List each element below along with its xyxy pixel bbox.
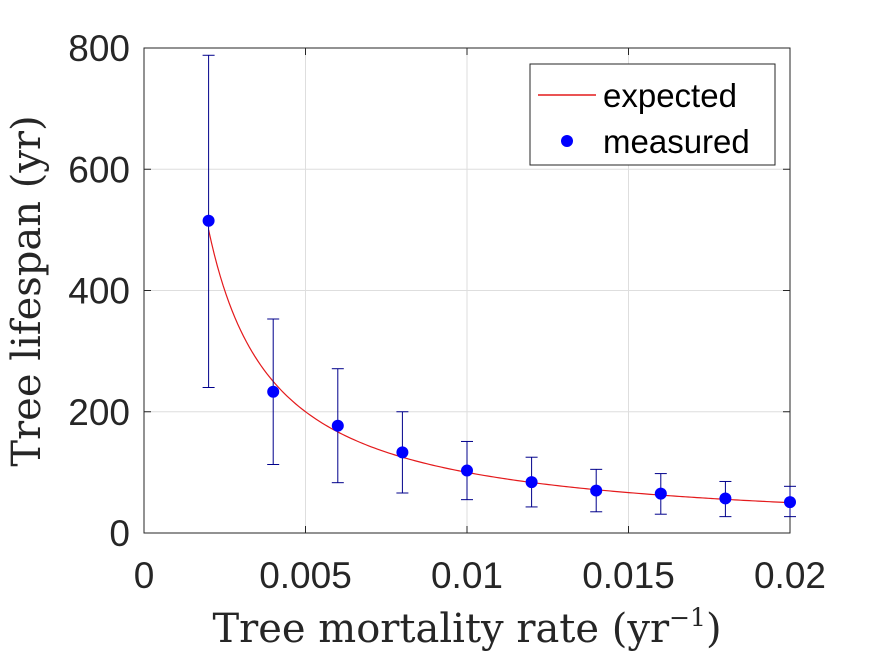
measured-point-group xyxy=(396,411,409,494)
measured-point-group xyxy=(784,485,796,518)
y-tick-label: 400 xyxy=(68,271,130,312)
x-axis-label-close: ) xyxy=(706,606,722,652)
series-layer xyxy=(202,54,796,518)
axis-ticks xyxy=(143,47,791,534)
measured-point-group xyxy=(461,440,473,501)
measured-point-group xyxy=(331,368,344,484)
legend-box xyxy=(529,63,776,166)
measured-point xyxy=(202,214,215,227)
y-tick-label: 800 xyxy=(68,28,130,69)
measured-point-group xyxy=(525,456,538,508)
x-tick-label: 0.01 xyxy=(431,555,503,596)
measured-point xyxy=(525,476,538,489)
y-tick-labels: 0 200 400 600 800 xyxy=(68,28,130,554)
x-axis-label-superscript: −1 xyxy=(669,603,706,632)
measured-point-group xyxy=(590,468,603,513)
measured-point xyxy=(590,484,603,497)
y-tick-label: 0 xyxy=(109,513,130,554)
legend-marker-icon xyxy=(561,135,573,147)
x-tick-label: 0 xyxy=(134,555,155,596)
measured-point xyxy=(331,419,344,432)
measured-point xyxy=(461,464,473,477)
x-tick-label: 0.005 xyxy=(259,555,352,596)
x-tick-label: 0.02 xyxy=(754,555,826,596)
x-tick-labels: 0 0.005 0.01 0.015 0.02 xyxy=(134,555,826,596)
measured-point-group xyxy=(654,473,667,515)
measured-point-group xyxy=(719,480,732,518)
x-axis-label: Tree mortality rate (yr−1) xyxy=(212,603,721,652)
legend-label-measured: measured xyxy=(603,123,750,160)
measured-point xyxy=(267,385,280,398)
measured-point xyxy=(396,446,409,459)
measured-point-group xyxy=(267,318,280,465)
measured-point xyxy=(654,487,667,500)
measured-point-group xyxy=(202,54,215,388)
y-tick-label: 600 xyxy=(68,149,130,190)
y-tick-label: 200 xyxy=(68,392,130,433)
legend-label-expected: expected xyxy=(603,77,737,114)
expected-curve xyxy=(208,229,791,504)
measured-point xyxy=(719,492,732,505)
measured-point xyxy=(784,496,796,509)
x-axis-label-main: Tree mortality rate (yr xyxy=(212,606,670,652)
legend: expected measured xyxy=(529,63,776,166)
x-tick-label: 0.015 xyxy=(582,555,675,596)
y-axis-label: Tree lifespan (yr) xyxy=(4,115,50,466)
